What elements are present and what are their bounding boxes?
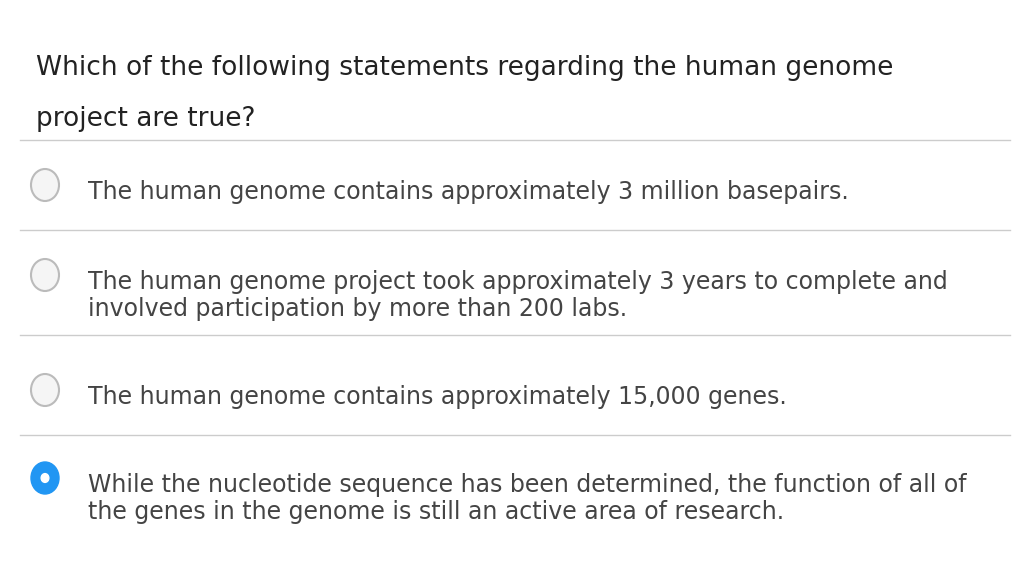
Ellipse shape	[31, 374, 59, 406]
Ellipse shape	[31, 462, 59, 494]
Text: project are true?: project are true?	[36, 106, 256, 132]
Ellipse shape	[31, 259, 59, 291]
Text: the genes in the genome is still an active area of research.: the genes in the genome is still an acti…	[88, 500, 784, 524]
Text: Which of the following statements regarding the human genome: Which of the following statements regard…	[36, 55, 893, 81]
Text: The human genome project took approximately 3 years to complete and: The human genome project took approximat…	[88, 270, 948, 294]
Ellipse shape	[41, 473, 49, 482]
Ellipse shape	[31, 169, 59, 201]
Text: The human genome contains approximately 3 million basepairs.: The human genome contains approximately …	[88, 180, 849, 204]
Text: involved participation by more than 200 labs.: involved participation by more than 200 …	[88, 296, 627, 320]
Text: The human genome contains approximately 15,000 genes.: The human genome contains approximately …	[88, 385, 786, 409]
Text: While the nucleotide sequence has been determined, the function of all of: While the nucleotide sequence has been d…	[88, 473, 967, 497]
